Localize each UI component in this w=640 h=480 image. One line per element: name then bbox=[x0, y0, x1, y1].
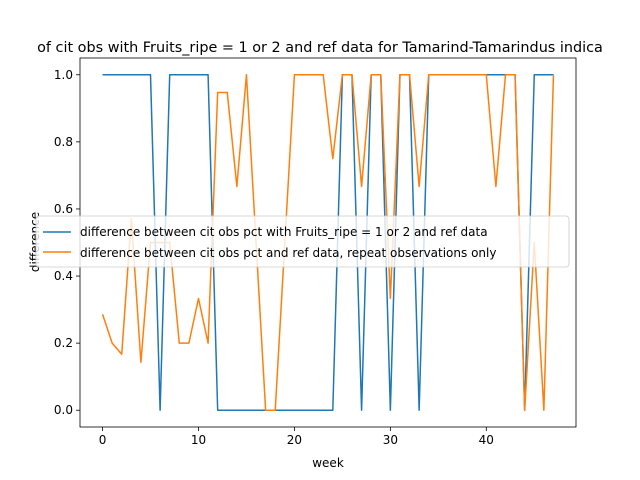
y-tick-label: 0.6 bbox=[54, 202, 73, 216]
y-tick-label: 0.4 bbox=[54, 269, 73, 283]
legend: difference between cit obs pct with Frui… bbox=[35, 215, 570, 268]
y-tick-label: 0.8 bbox=[54, 135, 73, 149]
x-axis-ticks: 0 10 20 30 40 bbox=[99, 427, 494, 447]
y-tick-label: 0.0 bbox=[54, 403, 73, 417]
legend-label-series-1: difference between cit obs pct with Frui… bbox=[80, 225, 488, 239]
x-tick-label: 0 bbox=[99, 433, 107, 447]
x-tick-label: 20 bbox=[287, 433, 302, 447]
legend-label-series-2: difference between cit obs pct and ref d… bbox=[80, 246, 496, 260]
series-line-2 bbox=[101, 74, 555, 411]
y-axis-ticks: 0.0 0.2 0.4 0.6 0.8 1.0 bbox=[54, 68, 80, 417]
x-tick-label: 40 bbox=[479, 433, 494, 447]
x-tick-label: 30 bbox=[383, 433, 398, 447]
y-tick-label: 0.2 bbox=[54, 336, 73, 350]
chart-title: of cit obs with Fruits_ripe = 1 or 2 and… bbox=[37, 40, 603, 56]
y-tick-label: 1.0 bbox=[54, 68, 73, 82]
x-tick-label: 10 bbox=[191, 433, 206, 447]
series-layer bbox=[101, 74, 555, 411]
x-axis-label: week bbox=[312, 456, 344, 470]
legend-box bbox=[35, 215, 570, 268]
